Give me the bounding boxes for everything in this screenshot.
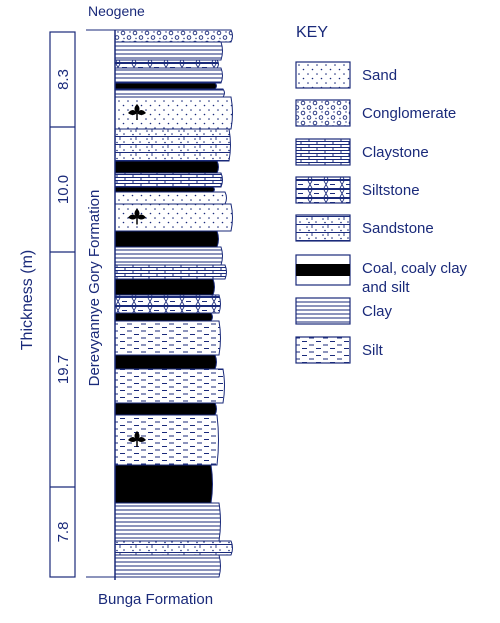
thickness-value-2: 10.0 — [55, 175, 72, 204]
key-item-siltstone: Siltstone — [295, 176, 420, 204]
legend-key: KEY Sand Conglomerate Claystone Siltstone Sa… — [295, 24, 468, 364]
neogene-label: Neogene — [88, 3, 145, 19]
layer-coal — [114, 402, 217, 416]
key-swatch-clay — [295, 297, 351, 325]
layer-clay — [114, 502, 221, 542]
layer-sandstone — [114, 128, 231, 162]
layer-clay — [114, 246, 223, 266]
key-item-clay: Clay — [295, 297, 393, 325]
layer-silt — [114, 320, 221, 356]
layer-claystone — [114, 264, 227, 280]
key-label-sand: Sand — [362, 67, 397, 84]
layer-coal — [114, 278, 215, 296]
key-title: KEY — [296, 24, 328, 41]
layer-coal — [114, 464, 213, 504]
key-item-sandstone: Sandstone — [295, 214, 434, 242]
thickness-value-3: 19.7 — [55, 355, 72, 384]
key-swatch-conglomerate — [295, 99, 351, 127]
layer-clay — [114, 554, 221, 578]
thickness-axis-label: Thickness (m) — [19, 250, 36, 350]
layer-siltstone — [114, 294, 221, 314]
thickness-value-4: 7.8 — [55, 522, 72, 543]
layer-coal — [114, 160, 219, 174]
layer-coal — [114, 354, 217, 370]
layer-silt — [114, 368, 225, 404]
plant-fossil-icon — [128, 104, 146, 120]
key-label-coal: Coal, coaly clay — [362, 260, 468, 277]
key-item-sand: Sand — [295, 61, 397, 89]
key-label-claystone: Claystone — [362, 144, 429, 161]
key-item-claystone: Claystone — [295, 138, 429, 166]
key-label-sandstone: Sandstone — [362, 220, 434, 237]
key-swatch-sand — [295, 61, 351, 89]
layer-clay — [114, 41, 223, 61]
layer-sand — [114, 96, 233, 130]
plant-fossil-icon — [128, 431, 146, 447]
key-swatch-siltstone — [295, 176, 351, 204]
key-label-clay: Clay — [362, 303, 393, 320]
layer-silt — [114, 414, 219, 466]
layer-coal — [114, 312, 213, 322]
key-item-silt: Silt — [295, 336, 384, 364]
key-swatch-claystone — [295, 138, 351, 166]
key-item-coal: Coal, coaly clay and silt — [295, 254, 468, 296]
thickness-scale: 8.3 10.0 19.7 7.8 — [49, 31, 76, 578]
thickness-value-1: 8.3 — [55, 69, 72, 90]
key-label-siltstone: Siltstone — [362, 182, 420, 199]
layer-clay — [114, 88, 225, 98]
layer-clay — [114, 67, 223, 84]
layer-claystone — [114, 172, 223, 188]
layer-sandstone — [114, 540, 233, 556]
layer-sand — [114, 203, 233, 232]
formation-label: Derevyannye Gory Formation — [86, 190, 103, 387]
key-item-conglomerate: Conglomerate — [295, 99, 456, 127]
key-swatch-silt — [295, 336, 351, 364]
lithology-column — [86, 29, 233, 580]
layer-coal — [114, 186, 215, 193]
key-swatch-sandstone — [295, 214, 351, 242]
layer-coal — [114, 230, 219, 248]
layer-sand — [114, 191, 227, 205]
layer-coal — [114, 82, 217, 90]
layer-siltstone — [114, 59, 219, 69]
key-label-coal-line2: and silt — [362, 279, 410, 296]
bunga-formation-label: Bunga Formation — [98, 591, 213, 608]
plant-fossil-icon — [128, 208, 146, 225]
key-label-conglomerate: Conglomerate — [362, 105, 456, 122]
key-label-silt: Silt — [362, 342, 384, 359]
layer-conglomerate — [114, 29, 233, 43]
